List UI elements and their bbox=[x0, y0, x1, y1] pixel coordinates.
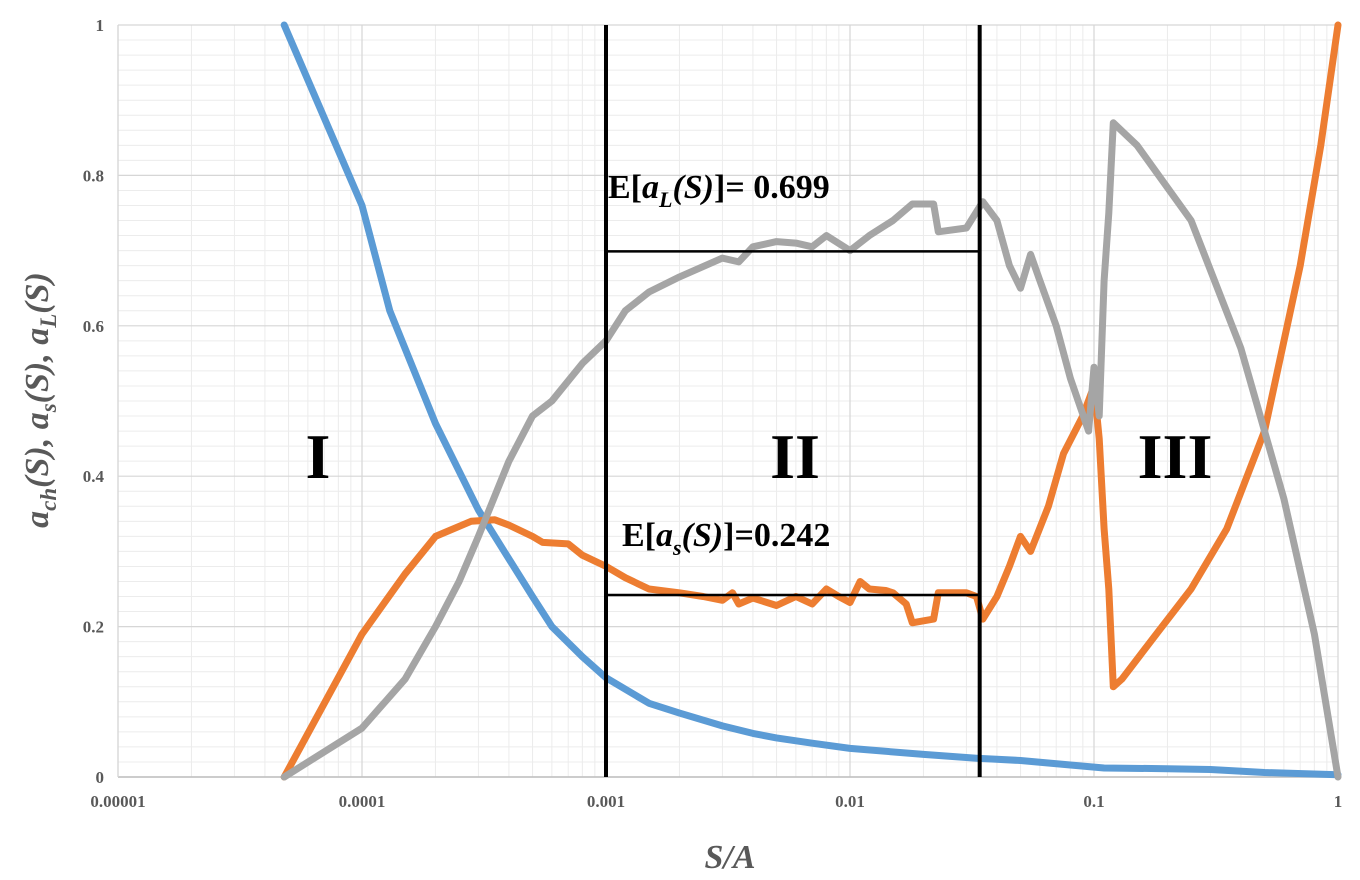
grid bbox=[117, 24, 1339, 778]
y-tick-label: 0.8 bbox=[83, 166, 104, 185]
annotation-mean-as: E[as(S)]=0.242 bbox=[622, 517, 830, 560]
y-tick-label: 0.4 bbox=[83, 467, 105, 486]
y-axis-title: ach(S), as(S), aL(S) bbox=[19, 272, 61, 528]
x-tick-label: 0.00001 bbox=[90, 792, 145, 811]
series-line-als bbox=[280, 119, 1342, 781]
y-tick-label: 0 bbox=[96, 768, 105, 787]
series-lines bbox=[280, 21, 1342, 781]
x-tick-labels: 0.00001 0.0001 0.001 0.01 0.1 1 bbox=[90, 792, 1342, 811]
series-line-ass bbox=[280, 21, 1342, 781]
region-label-III: III bbox=[1138, 421, 1213, 492]
reference-lines bbox=[604, 25, 982, 777]
x-tick-label: 0.01 bbox=[835, 792, 865, 811]
x-tick-label: 0.0001 bbox=[339, 792, 386, 811]
y-tick-label: 0.6 bbox=[83, 317, 104, 336]
region-label-I: I bbox=[306, 421, 331, 492]
x-tick-label: 0.001 bbox=[587, 792, 625, 811]
x-tick-label: 0.1 bbox=[1083, 792, 1104, 811]
y-tick-label: 1 bbox=[96, 16, 105, 35]
y-tick-label: 0.2 bbox=[83, 618, 104, 637]
y-tick-labels: 0 0.2 0.4 0.6 0.8 1 bbox=[83, 16, 105, 787]
series-line-achs bbox=[280, 21, 1342, 779]
x-tick-label: 1 bbox=[1334, 792, 1343, 811]
region-label-II: II bbox=[770, 421, 820, 492]
annotation-mean-aL: E[aL(S)]= 0.699 bbox=[608, 169, 830, 212]
x-axis-title: S/A bbox=[704, 839, 755, 876]
